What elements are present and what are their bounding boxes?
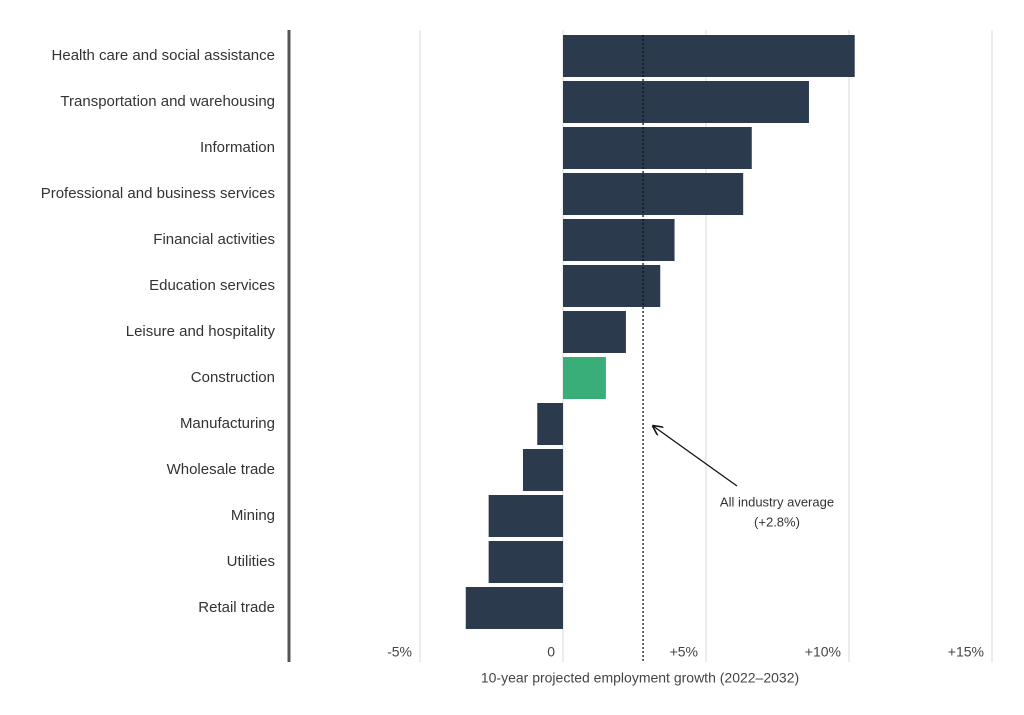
annotation-arrow [653, 426, 738, 487]
category-label: Mining [231, 507, 275, 524]
x-tick-label: +15% [948, 644, 984, 660]
bar [563, 219, 675, 261]
category-label: Manufacturing [180, 415, 275, 432]
category-label: Professional and business services [41, 185, 275, 202]
x-axis-title: 10-year projected employment growth (202… [481, 670, 799, 686]
bar [465, 587, 563, 629]
bar [522, 449, 563, 491]
x-tick-label: -5% [387, 644, 412, 660]
category-label: Education services [149, 277, 275, 294]
bar [563, 357, 606, 399]
x-tick-label: 0 [547, 644, 555, 660]
bar [563, 127, 752, 169]
bar [488, 541, 563, 583]
category-label: Leisure and hospitality [126, 323, 276, 340]
category-label: Wholesale trade [167, 461, 275, 478]
category-label: Construction [191, 369, 275, 386]
category-label: Health care and social assistance [52, 47, 275, 64]
bar [563, 35, 855, 77]
category-label: Financial activities [153, 231, 275, 248]
category-label: Utilities [227, 553, 275, 570]
bar [563, 265, 661, 307]
x-tick-label: +10% [805, 644, 841, 660]
bar [488, 495, 563, 537]
category-label: Transportation and warehousing [60, 93, 275, 110]
category-label: Information [200, 139, 275, 156]
bar [563, 81, 809, 123]
annotation-text: (+2.8%) [754, 514, 800, 529]
bar [563, 173, 744, 215]
category-label: Retail trade [198, 599, 275, 616]
bar [563, 311, 626, 353]
annotation-text: All industry average [720, 494, 834, 509]
x-tick-label: +5% [670, 644, 698, 660]
bar [537, 403, 563, 445]
